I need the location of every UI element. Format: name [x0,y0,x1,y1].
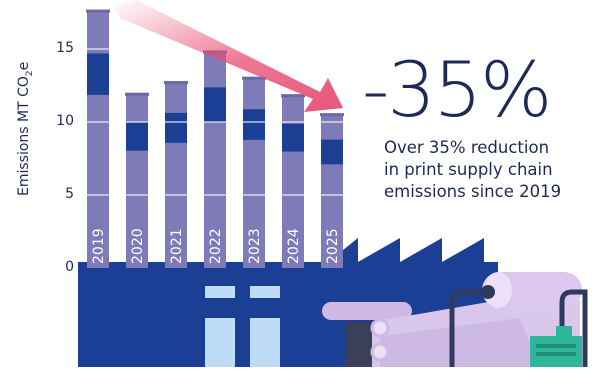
note-line: emissions since 2019 [384,182,562,201]
chimney-band [243,109,265,140]
reduction-note: Over 35% reduction in print supply chain… [384,137,584,203]
x-tick-label: 2025 [325,228,341,264]
plot-area: 2019 2020 2021 2022 2023 2024 2025 [83,9,347,269]
chimney-cap [86,9,110,13]
chimney-cap [281,94,305,98]
chimney-band [282,123,304,152]
chimney-band [165,112,187,143]
chimney-cap [125,92,149,96]
chimney-band [321,139,343,165]
chimney-cap [164,81,188,85]
factory-window [250,286,280,298]
x-tick-label: 2021 [169,228,185,264]
y-tick-label: 0 [65,259,74,275]
chimney-band [87,53,109,95]
x-tick-label: 2024 [286,228,302,264]
chimney-cap [320,113,344,117]
trend-arrow [112,0,343,112]
x-tick-label: 2019 [91,228,107,264]
motor-unit [530,336,582,367]
x-tick-label: 2020 [130,228,146,264]
chimney-band [126,122,148,151]
factory-window [205,318,235,367]
x-tick-label: 2022 [208,228,224,264]
note-line: in print supply chain [384,160,553,179]
y-tick-label: 5 [65,186,74,202]
factory-window [250,318,280,367]
paper-machine [322,272,588,367]
factory-window [205,286,235,298]
note-line: Over 35% reduction [384,138,550,157]
reduction-headline: -35% [362,45,552,134]
chimney-cap [242,76,266,80]
y-axis-label: Emissions MT CO2e [16,61,35,196]
y-tick-label: 10 [56,113,74,129]
x-tick-label: 2023 [247,228,263,264]
y-tick-label: 15 [56,40,74,56]
chimney-band [204,87,226,123]
